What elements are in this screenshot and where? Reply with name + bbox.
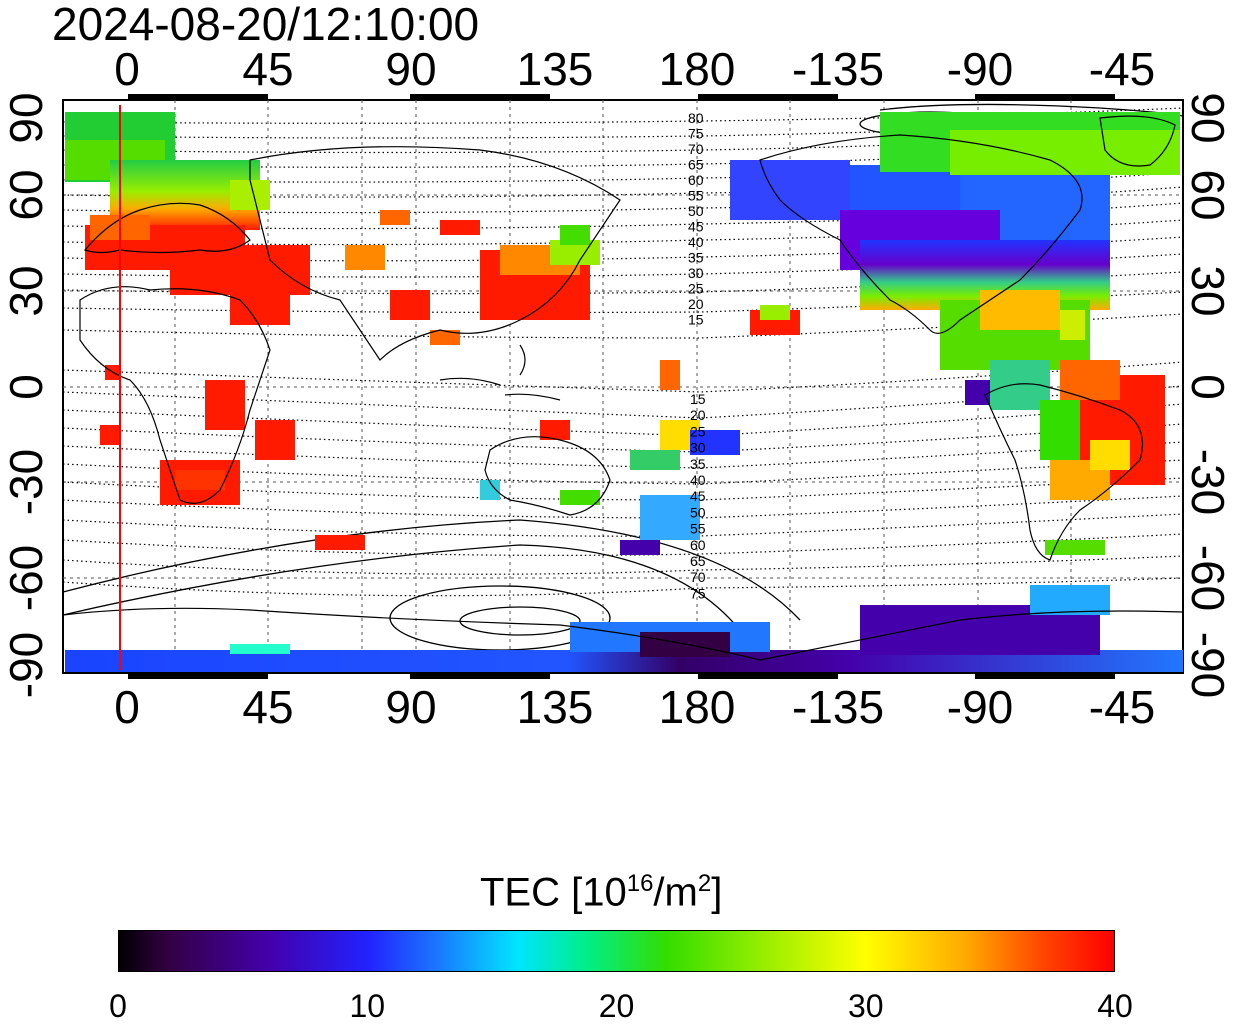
coastlines bbox=[62, 115, 1184, 661]
left-tick-2: 30 bbox=[0, 265, 52, 317]
contour-label-north-13: 15 bbox=[688, 312, 704, 328]
contour-label-north-4: 60 bbox=[688, 172, 704, 188]
left-tick-3: 0 bbox=[0, 374, 52, 400]
right-tick-5: -60 bbox=[1182, 544, 1234, 612]
contour-label-south-11: 70 bbox=[690, 569, 706, 585]
contour-label-south-8: 55 bbox=[690, 521, 706, 537]
bottom-tick-5: -135 bbox=[791, 681, 885, 733]
left-tick-0: 90 bbox=[0, 92, 52, 144]
tec-data-antarctica bbox=[65, 585, 1183, 672]
tec-colorbar bbox=[118, 930, 1115, 972]
contour-label-north-7: 45 bbox=[688, 219, 704, 235]
top-tick-2: 90 bbox=[385, 43, 437, 95]
right-tick-6: -90 bbox=[1182, 631, 1234, 699]
top-tick-0: 0 bbox=[114, 43, 140, 95]
contour-label-south-4: 35 bbox=[690, 456, 706, 472]
colorbar-title-mid: /m bbox=[653, 870, 698, 915]
right-tick-1: 60 bbox=[1182, 169, 1234, 221]
top-tick-3: 135 bbox=[516, 43, 594, 95]
left-tick-5: -60 bbox=[0, 544, 52, 612]
contour-label-north-10: 30 bbox=[688, 265, 704, 281]
left-tick-6: -90 bbox=[0, 631, 52, 699]
contour-label-south-7: 50 bbox=[690, 504, 706, 520]
colorbar-label-0: 0 bbox=[109, 988, 127, 1024]
top-tick-1: 45 bbox=[242, 43, 294, 95]
colorbar-title-exp2: 2 bbox=[697, 870, 712, 897]
timestamp-title: 2024-08-20/12:10:00 bbox=[52, 0, 480, 50]
contour-label-north-5: 55 bbox=[688, 188, 704, 204]
contour-label-south-5: 40 bbox=[690, 472, 706, 488]
contour-label-south-3: 30 bbox=[690, 440, 706, 456]
contour-label-north-12: 20 bbox=[688, 296, 704, 312]
colorbar-title-prefix: TEC [10 bbox=[480, 870, 627, 915]
tec-data-pacific bbox=[480, 360, 740, 555]
left-tick-4: -30 bbox=[0, 448, 52, 516]
contour-label-north-0: 80 bbox=[688, 110, 704, 126]
contour-label-south-12: 75 bbox=[690, 585, 706, 601]
bottom-tick-3: 135 bbox=[516, 681, 594, 733]
tec-data-south-america bbox=[1040, 400, 1130, 555]
left-tick-1: 60 bbox=[0, 169, 52, 221]
frame-tick-bars bbox=[128, 94, 1115, 679]
top-tick-6: -90 bbox=[946, 43, 1014, 95]
contour-label-north-8: 40 bbox=[688, 234, 704, 250]
colorbar-label-1: 10 bbox=[349, 988, 386, 1024]
colorbar-label-4: 40 bbox=[1097, 988, 1133, 1024]
right-tick-3: 0 bbox=[1182, 374, 1234, 400]
bottom-tick-6: -90 bbox=[946, 681, 1014, 733]
bottom-tick-2: 90 bbox=[385, 681, 437, 733]
contour-label-north-11: 25 bbox=[688, 281, 704, 297]
colorbar-title-exp: 16 bbox=[626, 870, 654, 897]
bottom-tick-1: 45 bbox=[242, 681, 294, 733]
contour-label-south-6: 45 bbox=[690, 488, 706, 504]
right-tick-2: 30 bbox=[1182, 265, 1234, 317]
colorbar-label-2: 20 bbox=[598, 988, 635, 1024]
contour-label-north-6: 50 bbox=[688, 203, 704, 219]
contour-label-north-2: 70 bbox=[688, 141, 704, 157]
bottom-tick-4: 180 bbox=[658, 681, 736, 733]
contour-label-south-0: 15 bbox=[690, 391, 706, 407]
contour-label-south-2: 25 bbox=[690, 423, 706, 439]
bottom-tick-0: 0 bbox=[114, 681, 140, 733]
tec-data-east-asia bbox=[430, 225, 600, 345]
right-tick-0: 90 bbox=[1182, 92, 1234, 144]
contour-label-south-9: 60 bbox=[690, 537, 706, 553]
contour-label-north-3: 65 bbox=[688, 157, 704, 173]
contour-label-south-10: 65 bbox=[690, 553, 706, 569]
bottom-tick-7: -45 bbox=[1088, 681, 1156, 733]
top-tick-5: -135 bbox=[791, 43, 885, 95]
top-tick-4: 180 bbox=[658, 43, 736, 95]
contour-label-north-1: 75 bbox=[688, 126, 704, 142]
right-tick-4: -30 bbox=[1182, 448, 1234, 516]
colorbar-title-suffix: ] bbox=[711, 870, 723, 915]
colorbar-title: TEC [1016/m2] bbox=[480, 870, 722, 915]
colorbar-label-3: 30 bbox=[847, 988, 884, 1024]
contour-label-north-9: 35 bbox=[688, 250, 704, 266]
tec-data-north-america bbox=[730, 112, 1180, 410]
top-tick-7: -45 bbox=[1088, 43, 1156, 95]
contour-label-south-1: 20 bbox=[690, 407, 706, 423]
